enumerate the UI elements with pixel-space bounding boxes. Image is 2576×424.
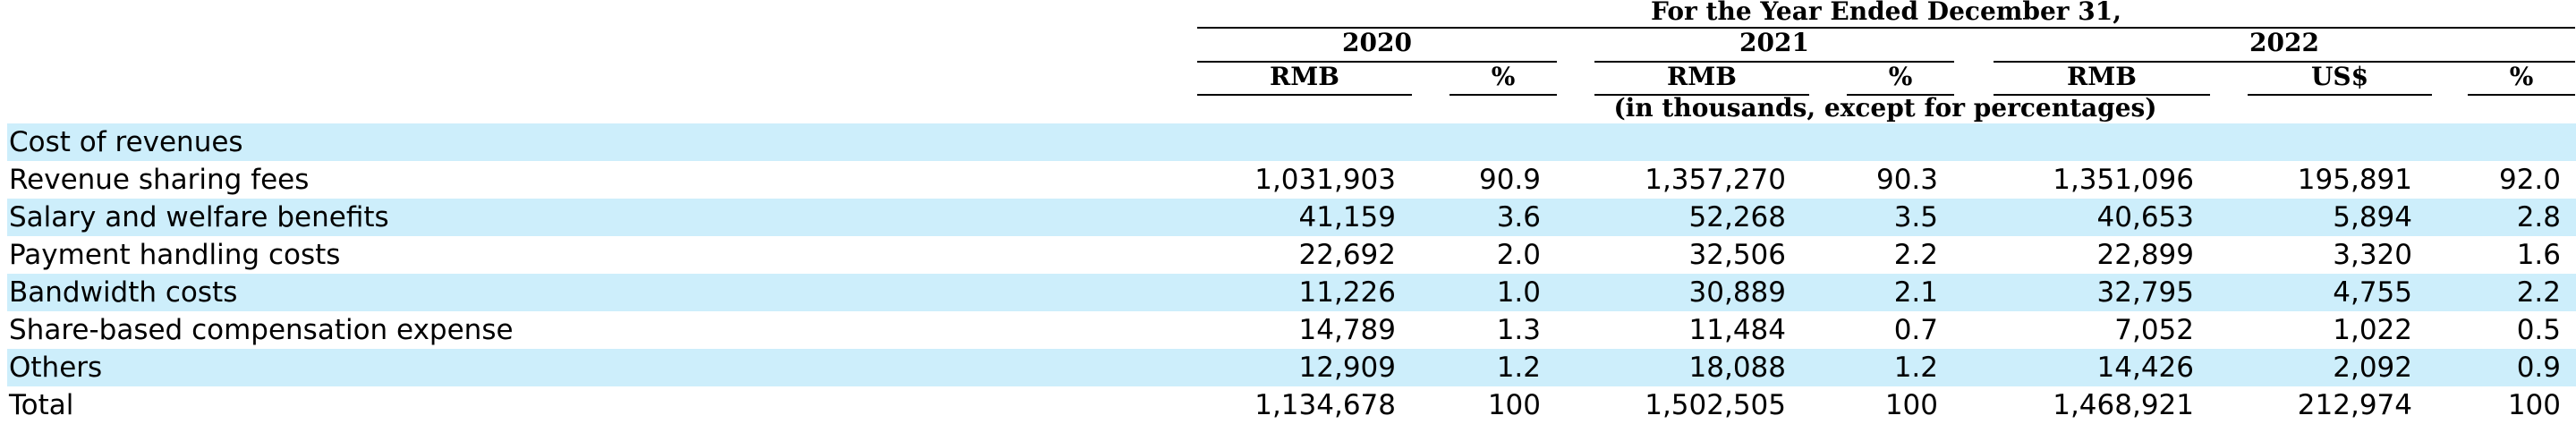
cell-rmb-2020: 22,692 (1298, 239, 1396, 271)
row-label: Revenue sharing fees (9, 164, 310, 196)
col-2020-rmb: RMB (1270, 62, 1339, 91)
year-2020-rule (1197, 61, 1557, 63)
cell-usd-2022: 3,320 (2333, 239, 2412, 271)
cell-rmb-2020: 1,031,903 (1254, 164, 1396, 196)
cell-rmb-2021: 52,268 (1688, 201, 1786, 233)
row-label: Bandwidth costs (9, 276, 238, 309)
row-label: Others (9, 352, 103, 384)
year-2022: 2022 (2249, 28, 2319, 57)
table-row: Others 12,909 1.2 18,088 1.2 14,426 2,092 0.9 (7, 349, 2576, 386)
table-row: Share-based compensation expense 14,789 1.… (7, 311, 2576, 349)
cell-rmb-2022: 7,052 (2114, 314, 2194, 346)
col-2021-pct-rule (1847, 94, 1954, 96)
cell-rmb-2020: 11,226 (1298, 276, 1396, 309)
cell-pct-2021: 3.5 (1893, 201, 1938, 233)
units-note: (in thousands, except for percentages) (1613, 93, 2157, 123)
cell-usd-2022: 195,891 (2297, 164, 2412, 196)
cell-usd-2022: 2,092 (2333, 352, 2412, 384)
cell-rmb-2022: 1,351,096 (2053, 164, 2194, 196)
cell-pct-2020: 1.2 (1496, 352, 1541, 384)
cell-rmb-2020: 41,159 (1298, 201, 1396, 233)
cell-rmb-2021: 18,088 (1688, 352, 1786, 384)
cell-rmb-2021: 30,889 (1688, 276, 1786, 309)
cell-pct-2022: 92.0 (2498, 164, 2561, 196)
cell-usd-2022: 212,974 (2297, 389, 2412, 421)
cell-pct-2022: 100 (2507, 389, 2561, 421)
cell-rmb-2020: 14,789 (1298, 314, 1396, 346)
cell-usd-2022: 1,022 (2333, 314, 2412, 346)
col-2020-pct: % (1491, 62, 1516, 91)
col-2022-usd-rule (2248, 94, 2432, 96)
cell-pct-2021: 1.2 (1893, 352, 1938, 384)
cell-rmb-2022: 32,795 (2096, 276, 2194, 309)
table-row: Revenue sharing fees 1,031,903 90.9 1,357,2… (7, 161, 2576, 199)
col-2021-rmb: RMB (1667, 62, 1737, 91)
cell-pct-2021: 2.2 (1893, 239, 1938, 271)
cell-rmb-2020: 1,134,678 (1254, 389, 1396, 421)
cell-pct-2022: 2.8 (2516, 201, 2561, 233)
year-2021-rule (1594, 61, 1954, 63)
cell-rmb-2020: 12,909 (1298, 352, 1396, 384)
cell-rmb-2022: 1,468,921 (2053, 389, 2194, 421)
cell-pct-2020: 1.0 (1496, 276, 1541, 309)
cell-rmb-2022: 14,426 (2096, 352, 2194, 384)
table-row: Cost of revenues (7, 123, 2576, 161)
cell-pct-2020: 100 (1487, 389, 1541, 421)
row-label: Total (9, 389, 74, 421)
cell-pct-2020: 1.3 (1496, 314, 1541, 346)
cell-pct-2022: 2.2 (2516, 276, 2561, 309)
year-2021: 2021 (1739, 28, 1809, 57)
year-2020: 2020 (1342, 28, 1412, 57)
col-2021-pct: % (1888, 62, 1913, 91)
cell-rmb-2021: 11,484 (1688, 314, 1786, 346)
row-label: Cost of revenues (9, 126, 243, 158)
col-2020-pct-rule (1450, 94, 1557, 96)
cell-pct-2020: 90.9 (1478, 164, 1541, 196)
col-2022-pct-rule (2468, 94, 2575, 96)
col-2020-rmb-rule (1197, 94, 1412, 96)
cell-usd-2022: 4,755 (2333, 276, 2412, 309)
cell-pct-2021: 90.3 (1875, 164, 1938, 196)
col-2021-rmb-rule (1594, 94, 1809, 96)
cell-rmb-2021: 1,357,270 (1645, 164, 1786, 196)
table-row: Total 1,134,678 100 1,502,505 100 1,468,921 21… (7, 386, 2576, 424)
cell-pct-2021: 2.1 (1893, 276, 1938, 309)
row-label: Share-based compensation expense (9, 314, 514, 346)
cell-pct-2020: 2.0 (1496, 239, 1541, 271)
period-title: For the Year Ended December 31, (1651, 0, 2121, 26)
cell-pct-2021: 0.7 (1893, 314, 1938, 346)
table-row: Bandwidth costs 11,226 1.0 30,889 2.1 32,795 4… (7, 274, 2576, 311)
col-2022-pct: % (2509, 62, 2534, 91)
col-2022-rmb-rule (1994, 94, 2210, 96)
row-label: Payment handling costs (9, 239, 341, 271)
cell-pct-2021: 100 (1884, 389, 1938, 421)
cell-rmb-2022: 22,899 (2096, 239, 2194, 271)
table-row: Payment handling costs 22,692 2.0 32,506 2.2… (7, 236, 2576, 274)
col-2022-usd: US$ (2310, 62, 2369, 91)
cell-pct-2022: 0.5 (2516, 314, 2561, 346)
cell-pct-2022: 1.6 (2516, 239, 2561, 271)
cell-pct-2020: 3.6 (1496, 201, 1541, 233)
row-label: Salary and welfare benefits (9, 201, 389, 233)
cell-rmb-2021: 1,502,505 (1645, 389, 1786, 421)
table-row: Salary and welfare benefits 41,159 3.6 52,2… (7, 199, 2576, 236)
cell-usd-2022: 5,894 (2333, 201, 2412, 233)
cell-pct-2022: 0.9 (2516, 352, 2561, 384)
year-2022-rule (1994, 61, 2575, 63)
cell-rmb-2021: 32,506 (1688, 239, 1786, 271)
cell-rmb-2022: 40,653 (2096, 201, 2194, 233)
period-rule (1197, 27, 2575, 29)
col-2022-rmb: RMB (2067, 62, 2137, 91)
